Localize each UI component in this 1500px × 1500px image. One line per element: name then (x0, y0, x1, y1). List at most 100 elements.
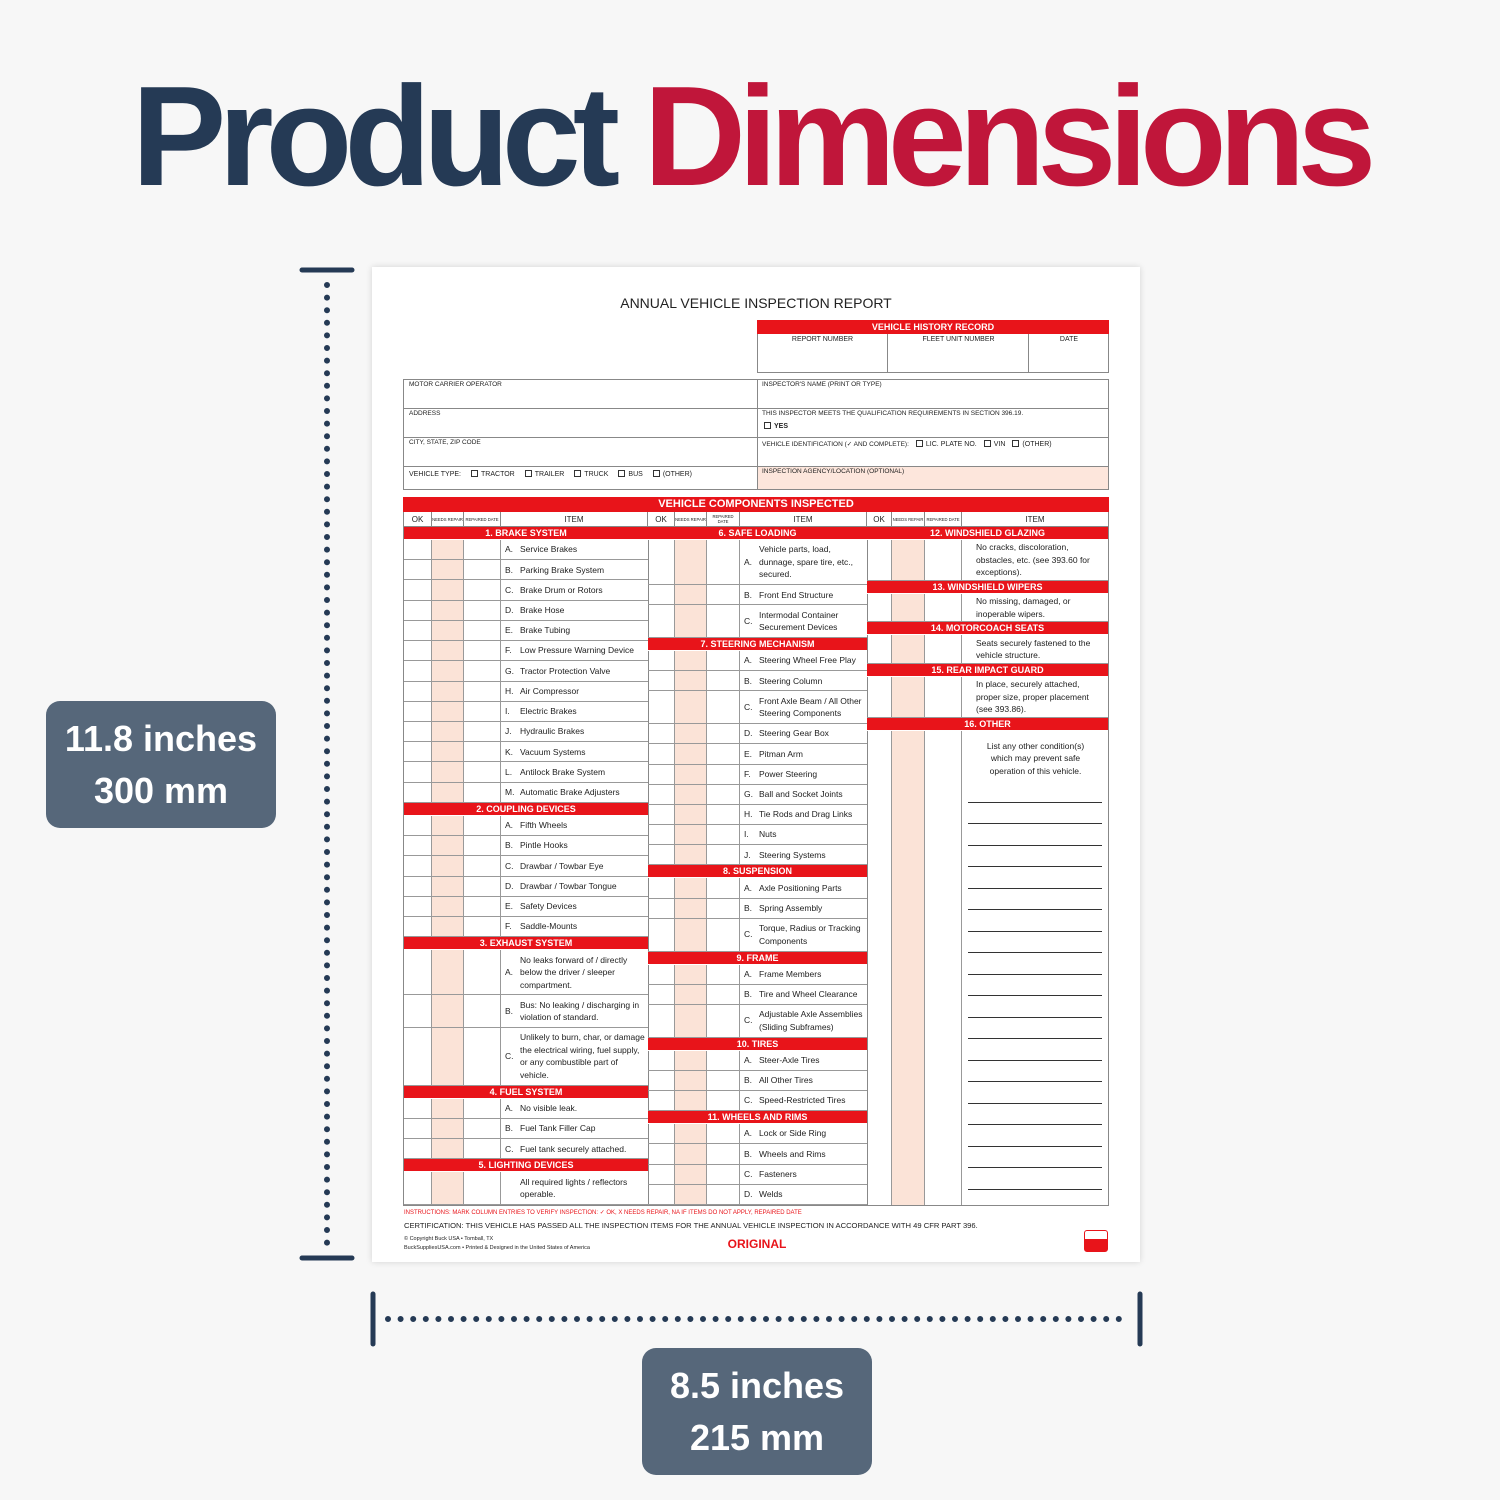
item-letter: A. (744, 1054, 753, 1065)
item-cell: A. Axle Positioning Parts (740, 878, 867, 897)
copyright: © Copyright Buck USA • Tomball, TX (404, 1236, 494, 1242)
item-cell: B. Tire and Wheel Clearance (740, 985, 867, 1004)
vehicle-type-option: TRACTOR (481, 471, 515, 478)
item-row: J. Steering Systems (648, 845, 867, 866)
history-cell (757, 334, 888, 373)
item-row: G. Tractor Protection Valve (404, 661, 648, 682)
ok-cell (648, 651, 675, 671)
write-line (968, 953, 1102, 975)
repaired-date-cell (707, 1090, 740, 1111)
ok-cell (404, 560, 432, 580)
item-letter: D. (744, 1189, 753, 1200)
write-line (968, 803, 1102, 825)
history-column: DATE (1059, 336, 1079, 343)
ok-cell (648, 1184, 675, 1204)
item-cell: No cracks, discoloration, obstacles, etc… (962, 540, 1108, 580)
vehicle-type-option: TRAILER (534, 471, 565, 478)
repaired-date-cell (464, 701, 501, 721)
needs-repair-cell (892, 593, 925, 622)
ok-cell (648, 984, 675, 1004)
write-line (968, 1104, 1102, 1126)
item-row: A. Steering Wheel Free Play (648, 651, 867, 672)
item-cell: B. Fuel Tank Filler Cap (501, 1119, 648, 1138)
item-text: List any other condition(s) which may pr… (986, 740, 1085, 776)
repaired-date-cell (464, 950, 501, 995)
item-row: M. Automatic Brake Adjusters (404, 782, 648, 803)
needs-repair-cell (675, 964, 707, 984)
item-row: A. No leaks forward of / directly below t… (404, 950, 648, 996)
item-row: F. Low Pressure Warning Device (404, 641, 648, 662)
item-text: Steer-Axle Tires (759, 1054, 820, 1065)
ok-cell (648, 1124, 675, 1144)
checkbox (574, 470, 582, 477)
ok-cell (404, 721, 432, 742)
width-metric: 215 mm (689, 1417, 825, 1458)
ok-cell (404, 995, 432, 1028)
item-cell: C. Torque, Radius or Tracking Components (740, 919, 867, 951)
qualification-yes: YES (762, 422, 822, 432)
ok-cell (404, 876, 432, 896)
checkbox (915, 440, 923, 447)
section-title: 16. OTHER (867, 717, 1108, 731)
needs-repair-cell (675, 671, 707, 691)
ok-cell (648, 605, 675, 638)
needs-repair-cell (432, 876, 464, 896)
vehicle-type: VEHICLE TYPE: TRACTOR TRAILER TRUCK BUS (OTHE… (409, 470, 754, 482)
ok-cell (404, 896, 432, 916)
item-row: B. Front End Structure (648, 585, 867, 606)
item-row: A. No visible leak. (404, 1098, 648, 1120)
section-title: 8. SUSPENSION (648, 865, 867, 879)
field-label: INSPECTOR'S NAME (PRINT OR TYPE) (762, 381, 882, 388)
repaired-date-cell (707, 784, 740, 804)
needs-repair-cell (675, 585, 707, 605)
item-row: F. Saddle-Mounts (404, 916, 648, 938)
field-label: THIS INSPECTOR MEETS THE QUALIFICATION R… (762, 410, 1024, 417)
checkbox (524, 470, 532, 477)
item-text: Pitman Arm (759, 748, 803, 759)
item-row: A. Fifth Wheels (404, 815, 648, 837)
item-text: Steering Gear Box (759, 728, 829, 739)
field-label: MOTOR CARRIER OPERATOR (409, 381, 502, 388)
item-text: Ball and Socket Joints (759, 789, 843, 800)
item-text: Bus: No leaking / discharging in violati… (520, 999, 640, 1023)
needs-repair-cell (432, 701, 464, 721)
item-cell: B. Spring Assembly (740, 899, 867, 918)
item-letter: F. (505, 645, 512, 656)
repaired-date-cell (925, 676, 962, 717)
item-row: F. Power Steering (648, 764, 867, 785)
item-cell: F. Saddle-Mounts (501, 917, 648, 936)
info-grid (403, 379, 1109, 490)
item-letter: C. (505, 1051, 514, 1062)
item-cell: D. Steering Gear Box (740, 724, 867, 743)
form-title: ANNUAL VEHICLE INSPECTION REPORT (620, 295, 892, 311)
item-row: No missing, damaged, or inoperable wiper… (867, 593, 1108, 623)
ok-cell (648, 825, 675, 845)
ok-cell (648, 724, 675, 744)
item-row: J. Hydraulic Brakes (404, 721, 648, 743)
item-row: B. Steering Column (648, 671, 867, 692)
repaired-date-cell (707, 984, 740, 1004)
repaired-date-cell (464, 1172, 501, 1205)
item-text: Air Compressor (520, 685, 580, 696)
item-letter: C. (744, 929, 753, 940)
item-cell: D. Brake Hose (501, 601, 648, 620)
ok-cell (404, 782, 432, 802)
needs-repair-cell (432, 815, 464, 836)
item-cell: B. Steering Column (740, 671, 867, 690)
ok-cell (404, 836, 432, 856)
item-text: Electric Brakes (520, 706, 577, 717)
item-row: List any other condition(s) which may pr… (867, 730, 1108, 1205)
write-line (968, 889, 1102, 911)
item-cell: B. Pintle Hooks (501, 836, 648, 855)
repaired-date-cell (707, 964, 740, 984)
inspection-form: ANNUAL VEHICLE INSPECTION REPORT VEHICLE … (372, 267, 1140, 1262)
item-text: Brake Hose (520, 605, 565, 616)
item-cell: B. Wheels and Rims (740, 1144, 867, 1163)
item-letter: A. (744, 882, 753, 893)
column-head: REPAIRED DATE (464, 512, 501, 526)
item-row: D. Drawbar / Towbar Tongue (404, 876, 648, 897)
write-line (968, 996, 1102, 1018)
item-text: Vehicle parts, load, dunnage, spare tire… (759, 544, 854, 580)
ok-cell (404, 641, 432, 661)
item-row: C. Fuel tank securely attached. (404, 1139, 648, 1160)
